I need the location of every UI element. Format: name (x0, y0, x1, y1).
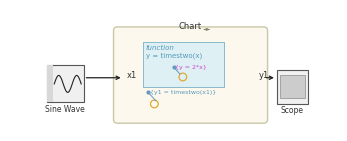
Text: ◄►: ◄► (203, 26, 211, 31)
Text: Scope: Scope (281, 106, 304, 115)
Text: x1: x1 (127, 70, 137, 80)
FancyBboxPatch shape (46, 65, 53, 102)
FancyBboxPatch shape (143, 42, 224, 87)
Text: y1: y1 (258, 70, 269, 80)
FancyBboxPatch shape (46, 65, 84, 102)
Text: {y = 2*x}: {y = 2*x} (175, 65, 207, 70)
Text: y = timestwo(x): y = timestwo(x) (146, 52, 202, 59)
FancyBboxPatch shape (277, 70, 307, 104)
Text: Chart: Chart (179, 22, 202, 31)
FancyBboxPatch shape (113, 27, 268, 123)
FancyBboxPatch shape (280, 75, 305, 98)
Text: Sine Wave: Sine Wave (45, 105, 85, 114)
Text: function: function (146, 45, 175, 51)
Text: {y1 = timestwo(x1)}: {y1 = timestwo(x1)} (150, 90, 216, 95)
